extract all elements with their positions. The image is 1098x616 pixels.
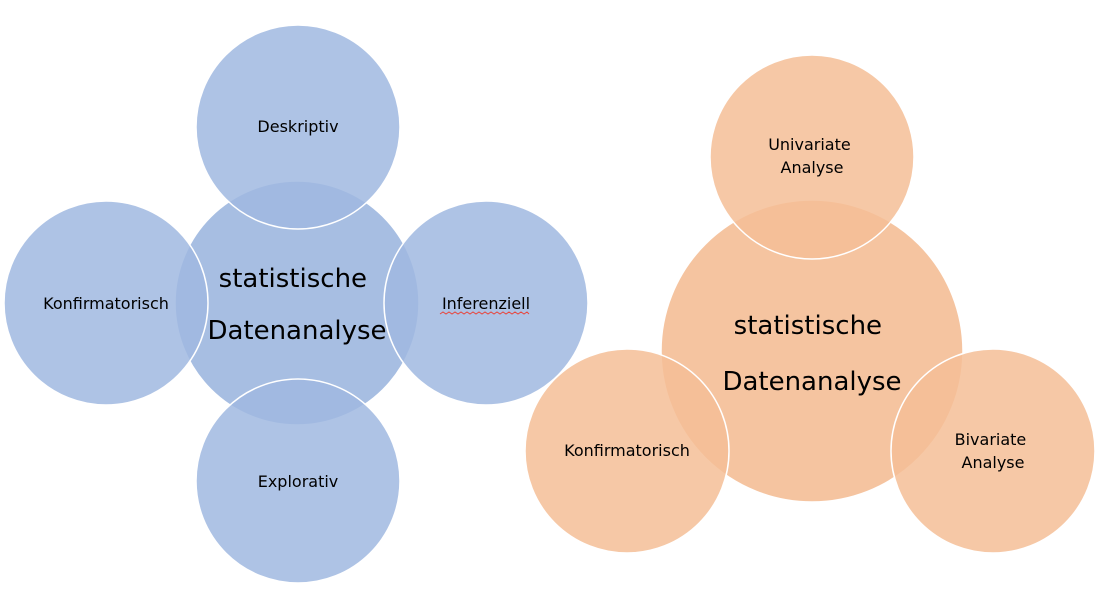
orange-center-line-1: statistische <box>734 311 882 341</box>
blue-center-line-1: statistische <box>219 264 367 294</box>
orange-circle-top <box>709 54 915 260</box>
orange-top-line-2: Analyse <box>781 158 844 177</box>
blue-center-line-2: Datenanalyse <box>207 316 386 346</box>
blue-right-label: Inferenziell <box>442 294 530 313</box>
orange-left-label: Konfirmatorisch <box>564 441 690 460</box>
orange-center-label: statistische Datenanalyse <box>722 311 901 397</box>
blue-left-label: Konfirmatorisch <box>43 294 169 313</box>
blue-top-label: Deskriptiv <box>257 117 338 136</box>
orange-top-line-1: Univariate <box>768 135 851 154</box>
orange-right-line-2: Analyse <box>962 453 1025 472</box>
orange-circle-right <box>890 348 1096 554</box>
blue-venn-diagram: statistische Datenanalyse Deskriptiv Kon… <box>3 24 589 584</box>
blue-center-label: statistische Datenanalyse <box>207 264 386 346</box>
blue-circle-left <box>3 200 209 406</box>
spellcheck-underline <box>439 311 530 315</box>
orange-right-line-1: Bivariate <box>955 430 1027 449</box>
blue-circle-bottom <box>195 378 401 584</box>
blue-circle-right <box>383 200 589 406</box>
orange-right-label: Bivariate Analyse <box>955 430 1032 472</box>
orange-venn-diagram: statistische Datenanalyse Univariate Ana… <box>524 54 1096 554</box>
orange-center-line-2: Datenanalyse <box>722 367 901 397</box>
orange-circle-left <box>524 348 730 554</box>
blue-bottom-label: Explorativ <box>258 472 339 491</box>
orange-top-label: Univariate Analyse <box>768 135 856 177</box>
blue-circle-top <box>195 24 401 230</box>
